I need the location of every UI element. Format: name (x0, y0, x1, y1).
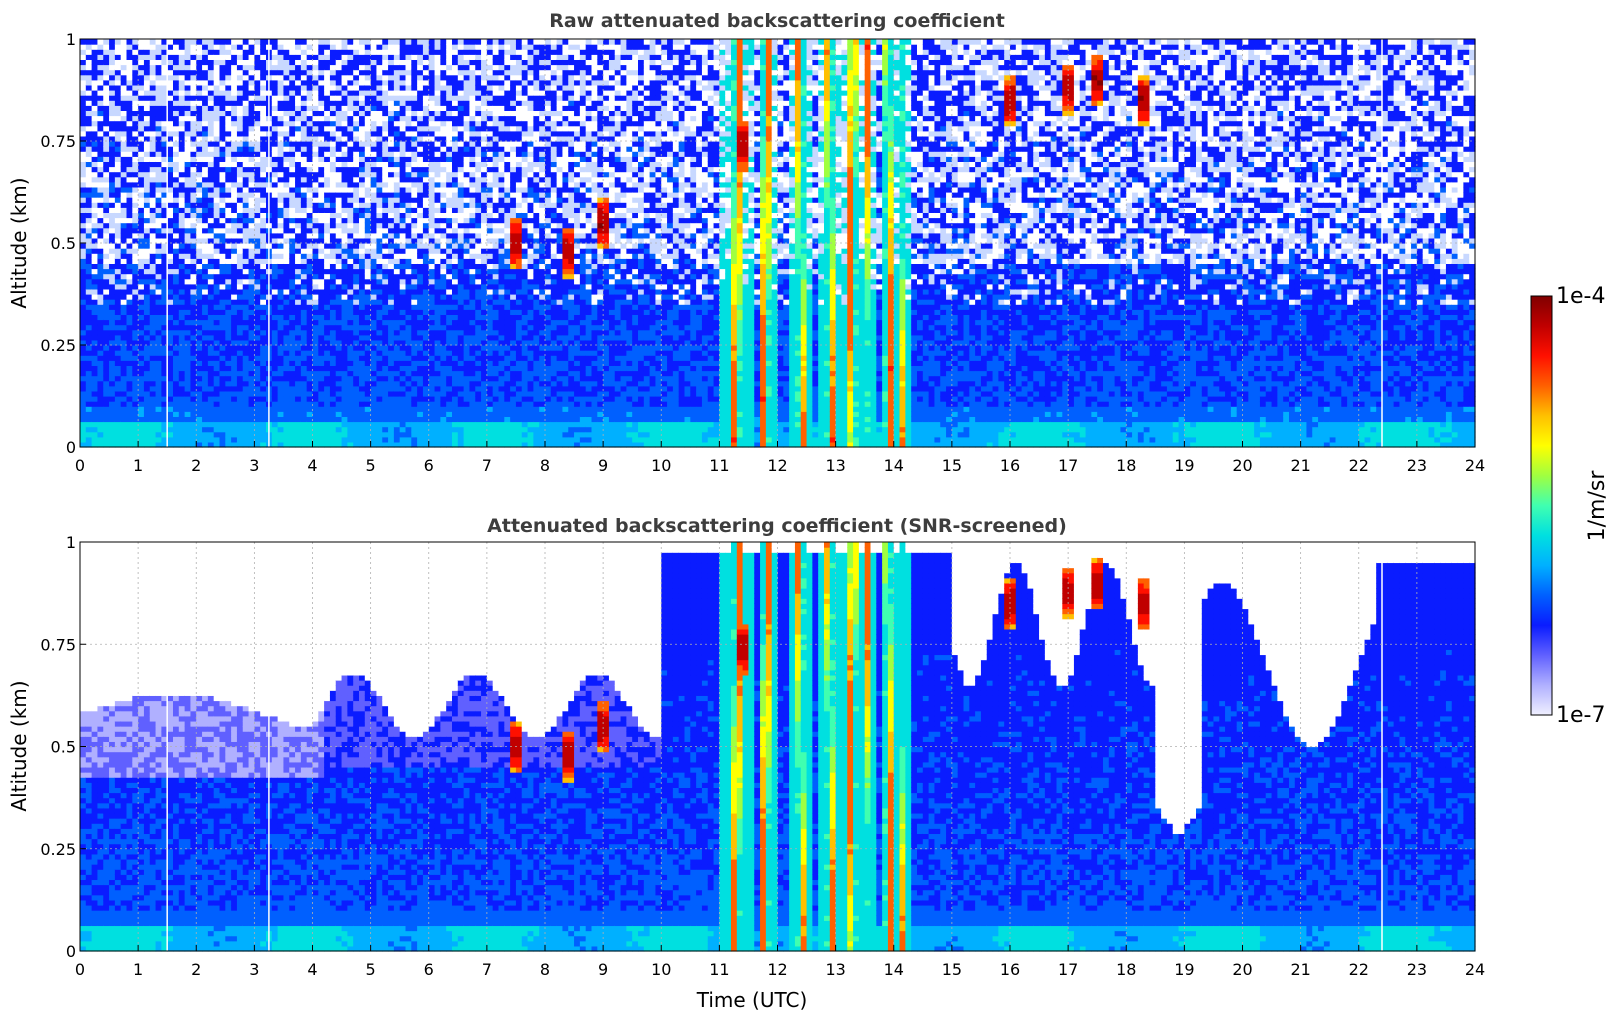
panel-screened-axes: 0 1 2 3 4 5 6 7 8 9 10 11 12 13 14 15 16 17 18 19 20 21 22 23 24… (40, 533, 1485, 979)
x-tick-label: 5 (366, 960, 376, 979)
x-tick-label: 15 (942, 960, 962, 979)
x-tick-label: 1 (133, 960, 143, 979)
x-tick-label: 4 (307, 456, 317, 475)
x-tick-label: 3 (249, 456, 259, 475)
x-tick-label: 19 (1174, 960, 1194, 979)
x-tick-label: 7 (482, 456, 492, 475)
x-tick-label: 14 (884, 456, 904, 475)
x-tick-label: 5 (366, 456, 376, 475)
x-tick-label: 17 (1058, 456, 1078, 475)
panel-screened-xlabel: Time (UTC) (696, 988, 808, 1012)
x-tick-label: 15 (942, 456, 962, 475)
x-tick-label: 4 (307, 960, 317, 979)
x-tick-label: 12 (767, 960, 787, 979)
x-tick-label: 6 (424, 456, 434, 475)
x-tick-label: 18 (1116, 456, 1136, 475)
panel-raw-ylabel: Altitude (km) (7, 177, 31, 308)
x-tick-label: 14 (884, 960, 904, 979)
y-tick-label: 0.75 (40, 132, 76, 151)
panel-raw-plot-area (80, 39, 1476, 448)
panel-raw: Raw attenuated backscattering coefficien… (7, 10, 1485, 475)
y-tick-label: 0.5 (51, 234, 76, 253)
y-tick-label: 1 (66, 30, 76, 49)
x-tick-label: 22 (1349, 456, 1369, 475)
x-tick-label: 2 (191, 456, 201, 475)
x-tick-label: 20 (1232, 456, 1252, 475)
panel-raw-title: Raw attenuated backscattering coefficien… (549, 10, 1005, 32)
colorbar-unit-label: 1/m/sr (1585, 470, 1610, 542)
colorbar: 1e-4 1e-7 1/m/sr (1530, 284, 1610, 728)
panel-screened-title: Attenuated backscattering coefficient (S… (487, 515, 1067, 537)
x-tick-label: 12 (767, 456, 787, 475)
x-tick-label: 23 (1407, 960, 1427, 979)
x-tick-label: 13 (825, 456, 845, 475)
panel-screened: Attenuated backscattering coefficient (S… (7, 515, 1485, 1012)
x-tick-label: 11 (709, 960, 729, 979)
x-tick-label: 24 (1465, 456, 1485, 475)
x-tick-label: 21 (1290, 456, 1310, 475)
y-tick-label: 1 (66, 533, 76, 552)
x-tick-label: 17 (1058, 960, 1078, 979)
heatmap-cells (80, 542, 1476, 952)
colorbar-max-label: 1e-4 (1556, 284, 1605, 309)
x-tick-label: 9 (598, 456, 608, 475)
x-tick-label: 6 (424, 960, 434, 979)
y-tick-label: 0.75 (40, 635, 76, 654)
heatmap-cells (80, 39, 1476, 448)
y-tick-label: 0.5 (51, 738, 76, 757)
x-tick-label: 10 (651, 456, 671, 475)
x-tick-label: 8 (540, 456, 550, 475)
panel-raw-axes: 0 1 2 3 4 5 6 7 8 9 10 11 12 13 14 15 16 17 18 19 20 21 22 23 24… (40, 30, 1485, 475)
colorbar-scale (1530, 295, 1553, 716)
y-tick-label: 0 (66, 942, 76, 961)
x-tick-label: 19 (1174, 456, 1194, 475)
x-tick-label: 0 (75, 456, 85, 475)
x-tick-label: 18 (1116, 960, 1136, 979)
y-tick-label: 0.25 (40, 336, 76, 355)
x-tick-label: 20 (1232, 960, 1252, 979)
panel-screened-ylabel: Altitude (km) (7, 680, 31, 811)
x-tick-label: 0 (75, 960, 85, 979)
x-tick-label: 16 (1000, 456, 1020, 475)
x-tick-label: 1 (133, 456, 143, 475)
colorbar-min-label: 1e-7 (1556, 703, 1605, 728)
x-tick-label: 9 (598, 960, 608, 979)
x-tick-label: 13 (825, 960, 845, 979)
y-tick-label: 0 (66, 438, 76, 457)
x-tick-label: 24 (1465, 960, 1485, 979)
x-tick-label: 3 (249, 960, 259, 979)
x-tick-label: 10 (651, 960, 671, 979)
x-tick-label: 7 (482, 960, 492, 979)
x-tick-label: 8 (540, 960, 550, 979)
x-tick-label: 21 (1290, 960, 1310, 979)
x-tick-label: 16 (1000, 960, 1020, 979)
x-tick-label: 2 (191, 960, 201, 979)
x-tick-label: 11 (709, 456, 729, 475)
x-tick-label: 22 (1349, 960, 1369, 979)
x-tick-label: 23 (1407, 456, 1427, 475)
y-tick-label: 0.25 (40, 840, 76, 859)
